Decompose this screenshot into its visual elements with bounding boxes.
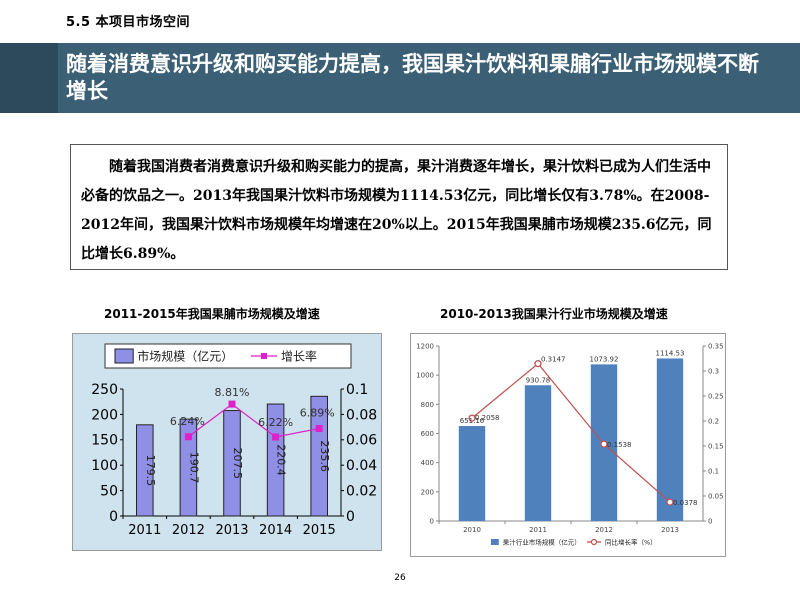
bar-value-label: 220.4 [275, 444, 288, 476]
chart1-title: 2011-2015年我国果脯市场规模及增速 [104, 307, 320, 321]
growth-line [188, 403, 320, 438]
y-tick-label-right: 0.04 [346, 458, 377, 474]
y-tick-label-right: 0.02 [346, 484, 377, 500]
y-tick-label-left: 0 [430, 517, 434, 525]
summary-box: 随着我国消费者消费意识升级和购买能力的提高，果汁消费逐年增长，果汁饮料已成为人们… [70, 144, 728, 270]
title-bar: 随着消费意识升级和购买能力提高，我国果汁饮料和果脯行业市场规模不断增长 [0, 43, 800, 113]
legend-bar-swatch [491, 539, 499, 545]
bar-value-label: 1114.53 [656, 349, 685, 357]
y-tick-label-left: 0 [109, 509, 118, 525]
y-tick-label-right: 0.1 [346, 382, 368, 398]
y-tick-label-left: 50 [100, 484, 118, 500]
bar-value-label: 179.5 [144, 455, 157, 487]
bar [524, 385, 552, 521]
legend-line-label: 同比增长率（%） [605, 537, 657, 546]
legend-line-marker [261, 353, 267, 359]
y-tick-label-left: 250 [91, 382, 118, 398]
y-tick-label-right: 0 [346, 509, 355, 525]
y-tick-label-right: 0.05 [708, 492, 724, 500]
bar-value-label: 235.6 [318, 440, 331, 472]
line-value-label: 6.22% [258, 416, 293, 429]
bar-value-label: 651.16 [460, 417, 485, 425]
line-value-label: 6.89% [300, 406, 335, 419]
growth-marker [600, 440, 608, 448]
y-tick-label-right: 0.25 [708, 392, 724, 400]
y-tick-label-right: 0 [708, 517, 712, 525]
y-tick-label-right: 0.2 [708, 417, 719, 425]
legend-line-marker [590, 538, 598, 546]
y-tick-label-left: 100 [91, 458, 118, 474]
chart2-frame: 0 200 400 600 800 1000 1200 0 0.05 0.1 0.15 0.2 0.25… [410, 333, 726, 557]
legend-bar-label: 果汁行业市场规模（亿元） [503, 537, 581, 546]
y-tick-label-left: 1200 [416, 342, 434, 350]
line-value-label: 0.1538 [607, 441, 632, 449]
y-tick-label-left: 600 [421, 430, 434, 438]
line-value-label: 0.3147 [541, 356, 566, 364]
growth-marker [184, 433, 192, 441]
growth-line [471, 362, 671, 503]
title-accent [0, 43, 58, 113]
growth-marker [468, 414, 476, 422]
line-value-label: 0.2058 [475, 414, 500, 422]
y-tick-label-left: 200 [91, 407, 118, 423]
legend-bar-label: 市场规模（亿元） [137, 348, 233, 363]
bar [266, 403, 285, 517]
x-tick-label: 2011 [128, 523, 161, 538]
chart2-title: 2010-2013我国果汁行业市场规模及增速 [440, 307, 668, 321]
y-tick-label-left: 200 [421, 488, 434, 496]
y-tick-label-right: 0.35 [708, 342, 724, 350]
x-tick-label: 2012 [595, 526, 613, 534]
y-tick-label-right: 0.3 [708, 367, 719, 375]
chart2-svg: 0 200 400 600 800 1000 1200 0 0.05 0.1 0.15 0.2 0.25… [416, 342, 724, 546]
x-tick-label: 2010 [463, 526, 481, 534]
legend-bar-swatch [114, 348, 134, 364]
bar-value-label: 1073.92 [590, 355, 619, 363]
section-label: 5.5 本项目市场空间 [66, 15, 191, 30]
growth-marker [666, 498, 674, 506]
chart1-frame: 0 50 100 150 200 250 0 0.02 0.04 0.06 0.08 0.1 2011 2… [72, 333, 382, 551]
y-tick-label-left: 150 [91, 433, 118, 449]
y-tick-label-right: 0.08 [346, 407, 377, 423]
x-tick-label: 2013 [661, 526, 679, 534]
growth-marker [534, 359, 542, 368]
growth-marker [315, 424, 323, 432]
x-tick-label: 2012 [172, 523, 205, 538]
y-tick-label-right: 0.1 [708, 467, 719, 475]
x-tick-label: 2015 [303, 523, 336, 538]
legend-line-label: 增长率 [281, 348, 317, 363]
bar [223, 410, 241, 517]
growth-marker [228, 400, 236, 408]
bar-value-label: 190.7 [187, 452, 200, 484]
bar [458, 426, 486, 521]
line-value-label: 6.24% [170, 415, 205, 428]
legend-box [104, 343, 352, 369]
y-tick-label-right: 0.15 [708, 442, 724, 450]
bar-value-label: 207.5 [231, 448, 244, 480]
page-title: 随着消费意识升级和购买能力提高，我国果汁饮料和果脯行业市场规模不断增长 [66, 52, 759, 103]
growth-marker [272, 433, 280, 441]
chart1-svg: 0 50 100 150 200 250 0 0.02 0.04 0.06 0.08 0.1 2011 2… [91, 343, 377, 538]
bar [136, 424, 154, 517]
x-tick-label: 2011 [529, 526, 547, 534]
bar [179, 418, 198, 517]
bar [310, 395, 328, 517]
x-tick-label: 2013 [215, 523, 248, 538]
page-number: 26 [394, 573, 406, 583]
summary-text: 随着我国消费者消费意识升级和购买能力的提高，果汁消费逐年增长，果汁饮料已成为人们… [81, 159, 712, 262]
y-tick-label-left: 800 [421, 401, 434, 409]
line-value-label: 8.81% [215, 386, 250, 399]
line-value-label: 0.0378 [673, 499, 698, 507]
x-tick-label: 2014 [259, 523, 292, 538]
bar-value-label: 930.78 [526, 376, 551, 384]
y-tick-label-right: 0.06 [346, 433, 377, 449]
y-tick-label-left: 1000 [416, 372, 434, 380]
bar [656, 358, 684, 521]
y-tick-label-left: 400 [421, 459, 434, 467]
